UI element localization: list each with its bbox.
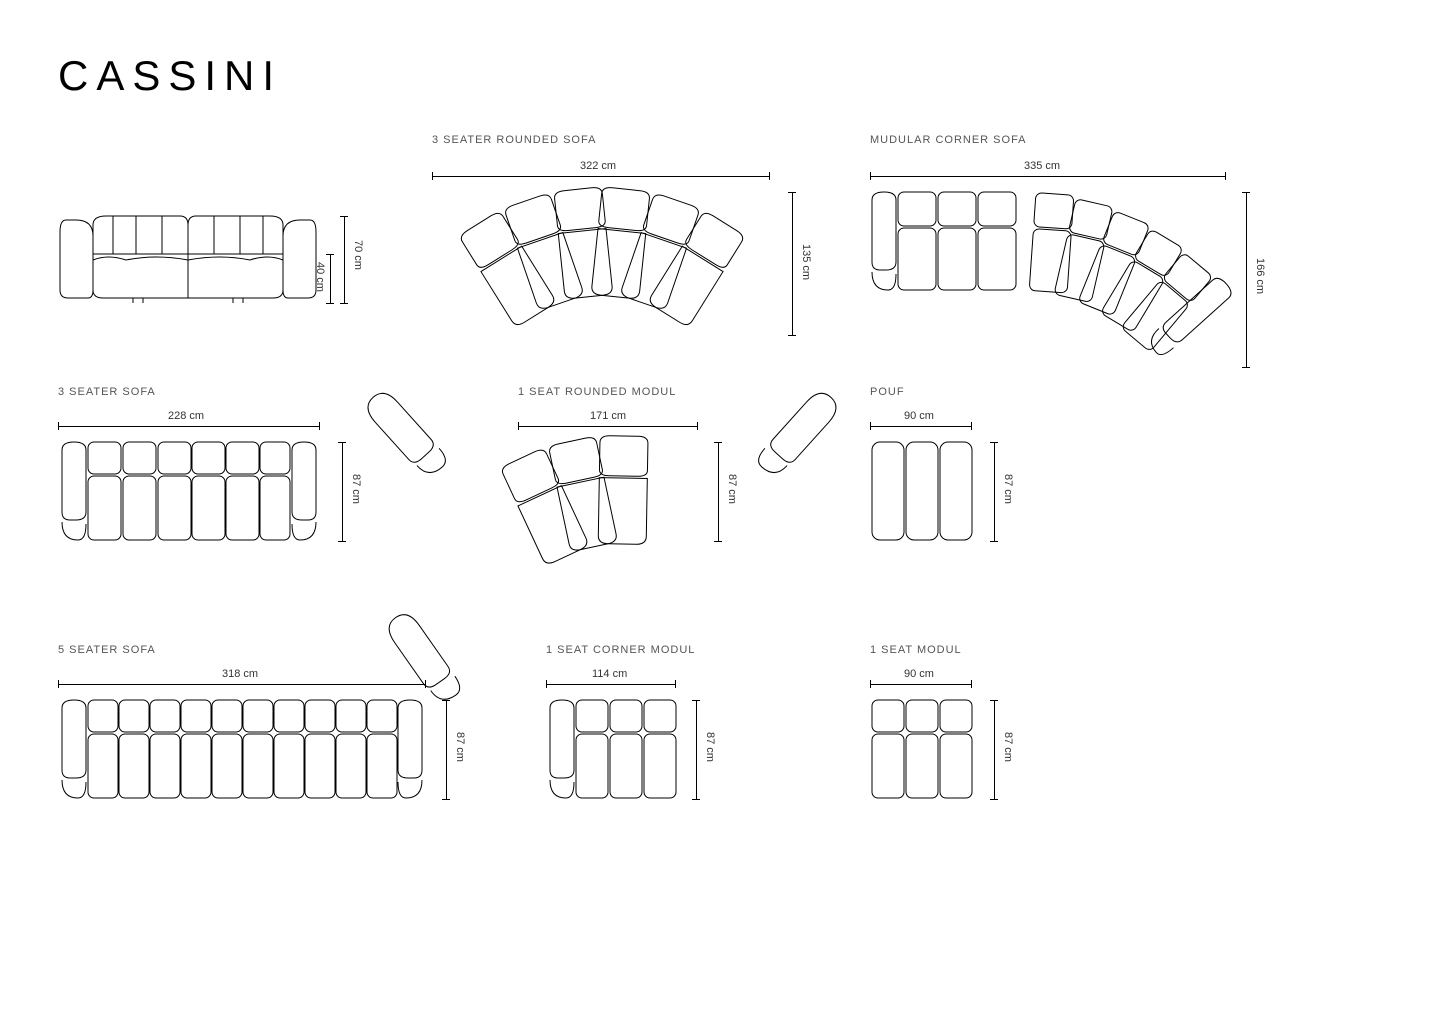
one-rounded-label: 1 SEAT ROUNDED MODUL bbox=[518, 386, 676, 398]
modular-corner-height: 166 cm bbox=[1254, 258, 1266, 294]
one-seat-drawing bbox=[870, 698, 975, 802]
one-rounded-drawing bbox=[500, 438, 710, 568]
product-title: CASSINI bbox=[58, 52, 282, 100]
dim-line bbox=[58, 684, 426, 685]
modular-corner-width: 335 cm bbox=[1024, 160, 1060, 172]
dim-line bbox=[518, 426, 698, 427]
rounded-3-width: 322 cm bbox=[580, 160, 616, 172]
one-rounded-height: 87 cm bbox=[726, 474, 738, 504]
dim-line bbox=[1246, 192, 1247, 368]
rounded-3-height: 135 cm bbox=[800, 244, 812, 280]
spec-sheet: CASSINI 70 cm 40 cm 3 SEATER ROUNDED SOF… bbox=[0, 0, 1448, 1024]
dim-line bbox=[870, 684, 972, 685]
one-corner-height: 87 cm bbox=[704, 732, 716, 762]
dim-line bbox=[792, 192, 793, 336]
dim-line bbox=[344, 216, 345, 304]
pouf-width: 90 cm bbox=[904, 410, 934, 422]
side-seat-height-dim: 40 cm bbox=[314, 262, 326, 292]
dim-line bbox=[432, 176, 770, 177]
pouf-height: 87 cm bbox=[1002, 474, 1014, 504]
dim-line bbox=[994, 442, 995, 542]
rounded-3-label: 3 SEATER ROUNDED SOFA bbox=[432, 134, 596, 146]
one-corner-width: 114 cm bbox=[592, 668, 627, 680]
pouf-drawing bbox=[870, 440, 975, 544]
dim-line bbox=[994, 700, 995, 800]
dim-line bbox=[446, 700, 447, 800]
rounded-3-drawing bbox=[432, 190, 772, 340]
dim-line bbox=[718, 442, 719, 542]
dim-line bbox=[330, 254, 331, 304]
one-rounded-width: 171 cm bbox=[590, 410, 626, 422]
side-height-dim: 70 cm bbox=[352, 240, 364, 270]
dim-line bbox=[342, 442, 343, 542]
dim-line bbox=[546, 684, 676, 685]
five-seater-drawing bbox=[58, 698, 428, 802]
three-seater-drawing bbox=[58, 440, 322, 544]
one-corner-drawing bbox=[546, 698, 678, 802]
five-seater-label: 5 SEATER SOFA bbox=[58, 644, 156, 656]
five-seater-width: 318 cm bbox=[222, 668, 258, 680]
one-seat-label: 1 SEAT MODUL bbox=[870, 644, 962, 656]
five-seater-height: 87 cm bbox=[454, 732, 466, 762]
one-corner-label: 1 SEAT CORNER MODUL bbox=[546, 644, 695, 656]
side-view-drawing bbox=[58, 210, 328, 305]
modular-corner-label: MUDULAR CORNER SOFA bbox=[870, 134, 1027, 146]
three-seater-width: 228 cm bbox=[168, 410, 204, 422]
modular-corner-drawing bbox=[868, 190, 1232, 375]
one-seat-height: 87 cm bbox=[1002, 732, 1014, 762]
three-seater-height: 87 cm bbox=[350, 474, 362, 504]
dim-line bbox=[870, 176, 1226, 177]
one-seat-width: 90 cm bbox=[904, 668, 934, 680]
dim-line bbox=[870, 426, 972, 427]
pouf-label: POUF bbox=[870, 386, 905, 398]
dim-line bbox=[696, 700, 697, 800]
dim-line bbox=[58, 426, 320, 427]
three-seater-label: 3 SEATER SOFA bbox=[58, 386, 156, 398]
